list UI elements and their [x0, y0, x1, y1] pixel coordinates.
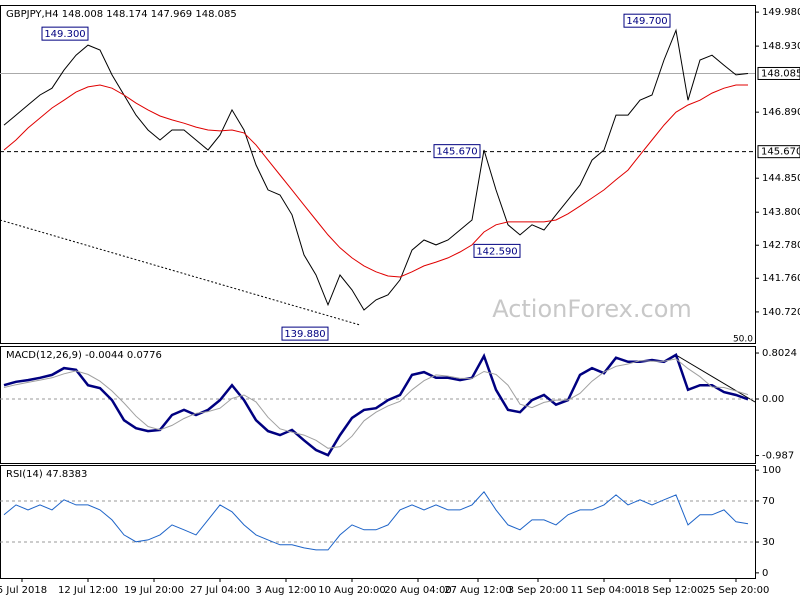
- annotation-box: [473, 243, 521, 258]
- x-tick-label: 27 Aug 12:00: [444, 585, 511, 596]
- title-bg: [3, 467, 83, 480]
- price-label: 145.670: [761, 147, 800, 158]
- panel-title: GBPJPY,H4 148.008 148.174 147.969 148.08…: [6, 9, 237, 20]
- y-tick-label: 140.720: [762, 307, 800, 318]
- x-tick-label: 5 Jul 2018: [0, 585, 47, 596]
- y-tick-label: 146.890: [762, 107, 800, 118]
- panel-title: MACD(12,26,9) -0.0044 0.0776: [6, 350, 162, 361]
- series-line: [3, 84, 748, 278]
- x-tick-label: 3 Aug 12:00: [255, 585, 316, 596]
- annotation-label: 139.880: [284, 329, 325, 340]
- price-label-box: [757, 66, 800, 80]
- panel-frame: [0, 346, 756, 464]
- y-tick-label: 70: [762, 496, 775, 507]
- x-tick-label: 25 Sep 20:00: [703, 585, 770, 596]
- x-tick-label: 3 Sep 20:00: [508, 585, 568, 596]
- x-tick-label: 10 Aug 20:00: [318, 585, 385, 596]
- y-tick-label: 148.930: [762, 41, 800, 52]
- y-tick-label: 100: [762, 465, 781, 476]
- y-tick-label: 141.760: [762, 273, 800, 284]
- annotation-label: 142.590: [476, 246, 517, 257]
- annotation-box: [433, 144, 481, 159]
- x-tick-label: 27 Jul 04:00: [190, 585, 250, 596]
- panel-title: RSI(14) 47.8383: [6, 469, 87, 480]
- y-tick-label: 0: [762, 568, 768, 579]
- series-line: [3, 352, 749, 457]
- y-tick-label: 143.800: [762, 207, 800, 218]
- annotation-label: 149.300: [44, 29, 85, 40]
- trend-line: [675, 354, 756, 403]
- panel-frame: [0, 465, 756, 579]
- y-tick-label: 0.00: [762, 394, 784, 405]
- price-label: 148.085: [761, 68, 800, 79]
- annotation-label: 149.700: [626, 16, 667, 27]
- series-line: [3, 28, 749, 311]
- x-tick-label: 11 Sep 04:00: [571, 585, 638, 596]
- y-tick-label: 142.780: [762, 240, 800, 251]
- y-tick-label: -0.987: [762, 451, 794, 462]
- x-tick-label: 20 Aug 04:00: [384, 585, 451, 596]
- series-line: [3, 358, 749, 449]
- y-tick-label: 30: [762, 537, 775, 548]
- price-label-box: [757, 145, 800, 159]
- series-line: [3, 490, 749, 551]
- x-tick-label: 19 Jul 20:00: [124, 585, 184, 596]
- annotation-label: 145.670: [436, 147, 477, 158]
- y-tick-label: 0.8024: [762, 348, 797, 359]
- x-tick-label: 18 Sep 12:00: [637, 585, 704, 596]
- annotation-box: [281, 326, 329, 341]
- title-bg: [3, 7, 225, 20]
- trend-line: [0, 219, 361, 326]
- annotation-box: [41, 26, 89, 41]
- corner-note: 50.0: [733, 335, 753, 345]
- annotation-box: [623, 13, 671, 28]
- y-tick-label: 149.980: [762, 7, 800, 18]
- y-tick-label: 144.850: [762, 173, 800, 184]
- title-bg: [3, 348, 83, 361]
- x-tick-label: 12 Jul 12:00: [58, 585, 118, 596]
- watermark: ActionForex.com: [492, 295, 692, 323]
- panel-frame: [0, 5, 756, 344]
